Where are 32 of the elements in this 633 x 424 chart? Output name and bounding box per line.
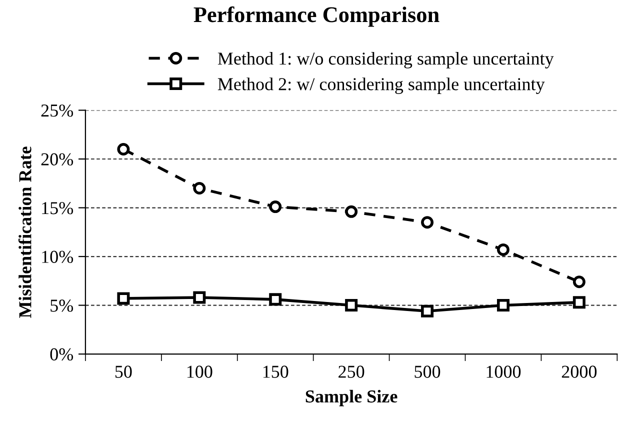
point (193, 291, 206, 304)
point (572, 296, 586, 309)
y-tick-label: 0% (50, 348, 74, 361)
x-tick-label: 500 (414, 366, 440, 378)
x-tick-label: 100 (187, 366, 212, 378)
point (193, 182, 206, 195)
point (421, 216, 434, 229)
y-axis-title: Misidentification Rate (18, 146, 32, 318)
point (117, 143, 130, 156)
point (421, 304, 434, 318)
point (572, 276, 586, 288)
y-tick-label: 20% (41, 153, 74, 166)
point (117, 292, 130, 305)
x-tick-label: 250 (338, 366, 364, 378)
y-tick-label: 5% (50, 300, 74, 312)
legend-label: Method 1: w/o considering sample uncertainty (218, 52, 554, 68)
x-axis-title: Sample Size (306, 390, 398, 406)
chart-title: Performance Comparison (194, 6, 440, 27)
x-tick-label: 1000 (486, 366, 521, 378)
x-tick-label: 50 (115, 366, 132, 378)
point (269, 293, 282, 306)
point (496, 243, 510, 256)
y-tick-label: 15% (42, 202, 74, 214)
point (345, 205, 358, 218)
point (496, 299, 510, 312)
point (269, 200, 282, 214)
x-tick-label: 2000 (562, 366, 597, 378)
x-tick-label: 150 (263, 366, 288, 378)
y-tick-label: 25% (41, 104, 74, 117)
y-tick-label: 10% (42, 250, 74, 264)
point (345, 299, 358, 312)
legend-label: Method 2: w/ considering sample uncertainty (218, 78, 545, 94)
